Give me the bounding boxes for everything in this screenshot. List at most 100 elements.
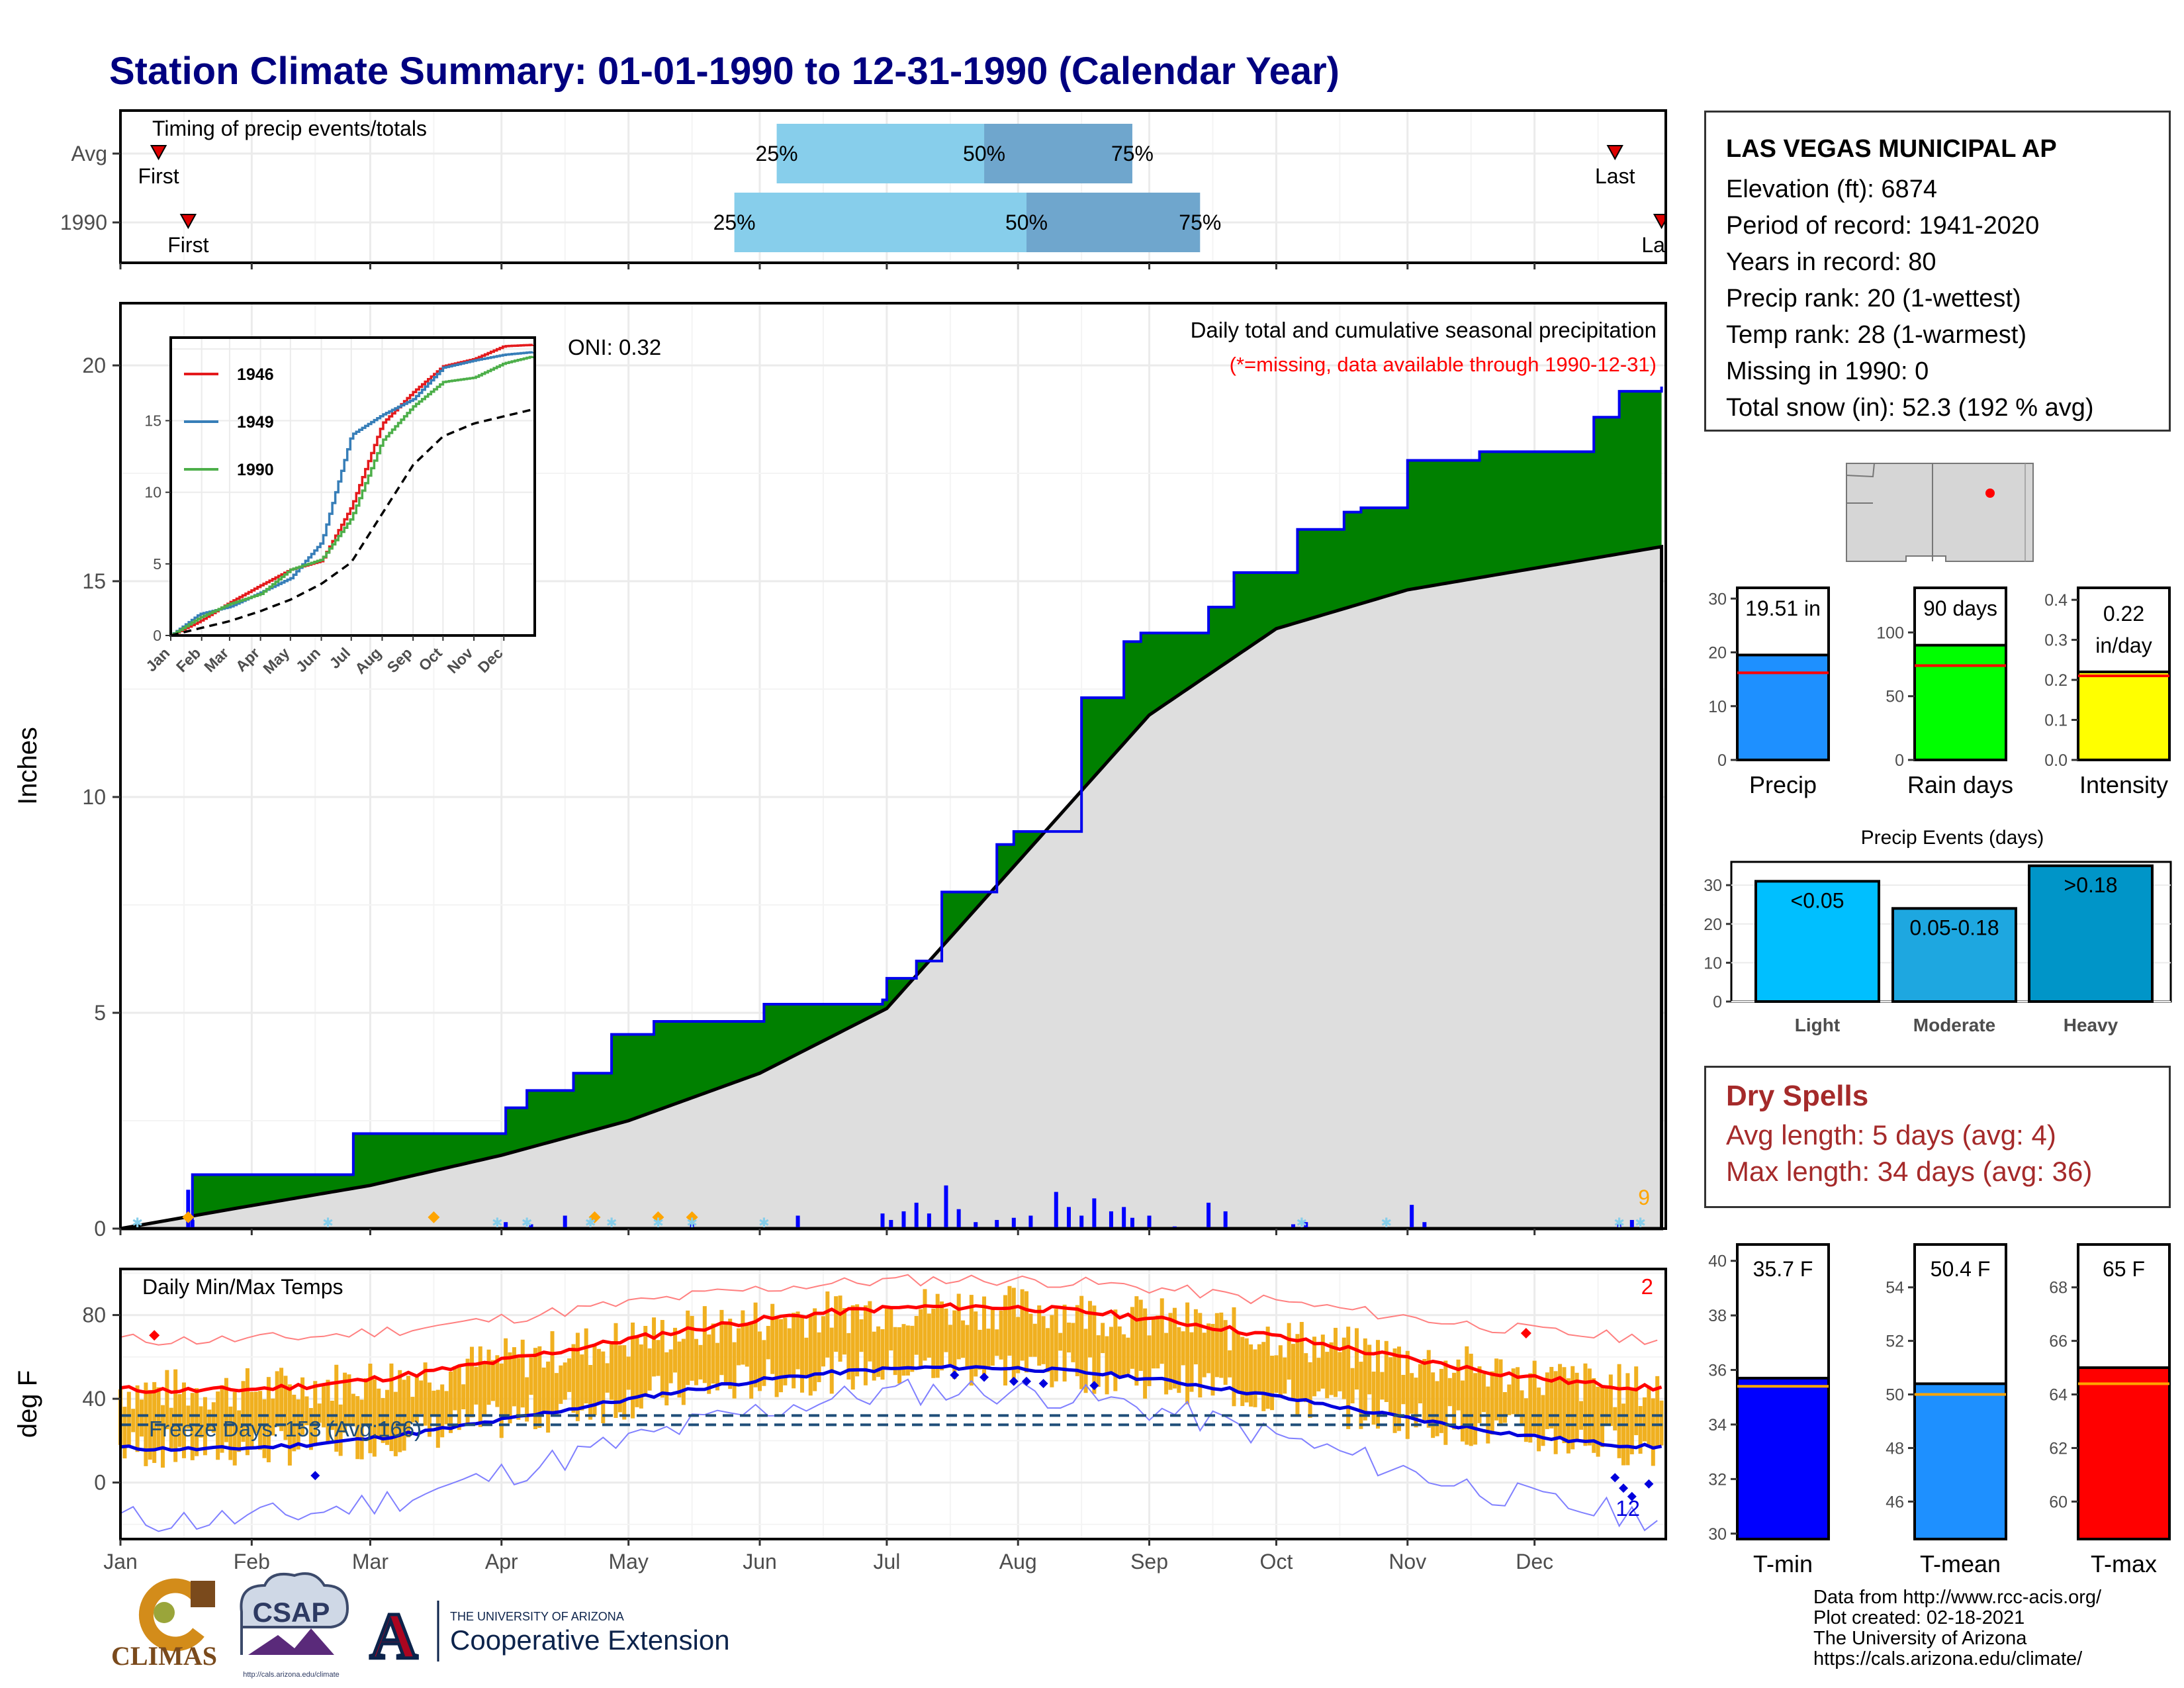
- daily-temp-bar: [1219, 1312, 1224, 1378]
- temp-summary-tick-label: 32: [1708, 1470, 1727, 1489]
- daily-temp-bar: [1291, 1344, 1296, 1399]
- daily-temp-bar: [1647, 1385, 1651, 1448]
- csap-text: CSAP: [253, 1597, 330, 1628]
- daily-temp-bar: [1138, 1299, 1143, 1371]
- daily-temp-bar: [414, 1376, 419, 1423]
- daily-temp-bar: [444, 1391, 449, 1425]
- record-high-count: 2: [1641, 1274, 1653, 1299]
- record-low-marker: [310, 1471, 320, 1481]
- daily-temp-bar: [1007, 1286, 1012, 1356]
- temp-summary-tick-label: 66: [2049, 1333, 2068, 1351]
- daily-temp-bar: [859, 1319, 864, 1352]
- daily-temp-bar: [944, 1308, 948, 1352]
- daily-temp-bar: [770, 1303, 775, 1374]
- daily-temp-bar: [690, 1315, 694, 1381]
- daily-temp-bar: [156, 1387, 161, 1450]
- daily-temp-bar: [1101, 1323, 1105, 1354]
- daily-temp-bar: [825, 1291, 830, 1358]
- daily-temp-bar: [435, 1389, 440, 1448]
- precip-frame: [119, 302, 1667, 1230]
- daily-temp-bar: [1494, 1358, 1499, 1421]
- daily-temp-bar: [1270, 1356, 1275, 1411]
- daily-temp-bar: [1422, 1358, 1427, 1421]
- daily-temp-bar: [567, 1358, 572, 1392]
- daily-temp-bar: [821, 1316, 825, 1367]
- temp-summary-label: T-min: [1753, 1550, 1813, 1577]
- daily-temp-bar: [799, 1315, 804, 1393]
- page-title: Station Climate Summary: 01-01-1990 to 1…: [109, 50, 1340, 93]
- daily-temp-bar: [1431, 1372, 1435, 1438]
- daily-temp-bar: [389, 1363, 394, 1452]
- snow-marker: [686, 1211, 698, 1223]
- daily-temp-bar: [1283, 1357, 1287, 1394]
- precip-event-inner-label: >0.18: [2064, 873, 2118, 897]
- inset-series-line: [171, 351, 534, 637]
- temp-frame: [119, 1268, 1667, 1540]
- station-missing: Missing in 1990: 0: [1726, 357, 1929, 385]
- daily-temp-bar: [1355, 1328, 1359, 1390]
- daily-temp-bar: [186, 1405, 191, 1429]
- temp-summary-bars: 30 32 34 36 38 40 35.7 F T-min 46 48 50 52 54 50.4 F T…: [1708, 1243, 2171, 1577]
- record-low-marker: [950, 1370, 960, 1380]
- ua-letter: A: [370, 1599, 418, 1673]
- timing-p25-label: 25%: [713, 211, 756, 234]
- snowflake-marker: ✱: [1381, 1216, 1392, 1231]
- daily-temp-bar: [220, 1385, 224, 1453]
- daily-temp-bar: [338, 1404, 343, 1456]
- daily-temp-bar: [1109, 1327, 1113, 1372]
- daily-temp-bar: [757, 1331, 762, 1391]
- station-name: LAS VEGAS MUNICIPAL AP: [1726, 135, 2057, 163]
- daily-temp-bar: [195, 1388, 199, 1456]
- daily-precip-bar: [944, 1185, 948, 1229]
- daily-temp-bar: [1325, 1352, 1330, 1399]
- daily-temp-bar: [1545, 1372, 1549, 1429]
- daily-temp-bar: [152, 1382, 157, 1464]
- daily-temp-bar: [715, 1342, 720, 1391]
- climas-text: CLIMAS: [111, 1641, 217, 1671]
- summary-tick-label: 50: [1886, 688, 1904, 706]
- daily-temp-bar: [652, 1317, 657, 1377]
- daily-temp-bar: [351, 1393, 355, 1427]
- precip-y-tick-label: 15: [82, 569, 106, 593]
- daily-temp-bar: [423, 1362, 428, 1426]
- daily-temp-bar: [711, 1323, 715, 1384]
- snowflake-marker: ✱: [606, 1216, 617, 1231]
- daily-temp-bar: [453, 1366, 457, 1411]
- daily-temp-bar: [728, 1319, 733, 1389]
- inset-lines: [170, 344, 534, 637]
- daily-precip-bar: [1092, 1198, 1097, 1229]
- daily-temp-bar: [1388, 1357, 1393, 1414]
- inset-y-tick-label: 15: [144, 412, 161, 429]
- precip-event-category: Heavy: [2064, 1015, 2118, 1035]
- daily-temp-bar: [626, 1356, 631, 1390]
- daily-temp-bar: [1511, 1368, 1516, 1415]
- daily-temp-bar: [1651, 1398, 1655, 1466]
- daily-temp-bar: [398, 1370, 402, 1452]
- precip-y-ticks: 0 5 10 15 20: [82, 353, 120, 1241]
- record-low-count: 12: [1615, 1496, 1640, 1521]
- inset-x-tick-label: Jul: [326, 644, 353, 672]
- summary-value-label: 0.22: [2103, 602, 2144, 626]
- footer-credits: Data from http://www.rcc-acis.org/ Plot …: [1813, 1587, 2102, 1669]
- station-years: Years in record: 80: [1726, 248, 1936, 276]
- daily-temp-bar: [1046, 1328, 1050, 1372]
- dry-spells-box: Dry Spells Avg length: 5 days (avg: 4) M…: [1704, 1066, 2171, 1208]
- daily-precip-bar: [1130, 1217, 1134, 1229]
- temp-summary-tick-label: 50: [1886, 1386, 1904, 1405]
- daily-temp-bar: [1202, 1333, 1206, 1378]
- daily-temp-bar: [393, 1391, 398, 1456]
- precip-event-bar: [2028, 864, 2154, 1003]
- csap-url: http://cals.arizona.edu/climate: [243, 1671, 340, 1679]
- timing-event-marker: [150, 145, 167, 161]
- daily-temp-bar: [1249, 1344, 1253, 1407]
- precip-x-ticks: [119, 1229, 1536, 1235]
- daily-temp-bar: [533, 1348, 537, 1429]
- daily-precip-bar: [995, 1219, 999, 1229]
- daily-temp-bar: [1384, 1340, 1388, 1403]
- daily-temp-bar: [1465, 1346, 1469, 1445]
- precip-y-axis-label: Inches: [13, 727, 42, 805]
- temp-summary-tick-label: 48: [1886, 1439, 1904, 1458]
- snowflake-marker: ✱: [653, 1216, 664, 1231]
- daily-temp-bar: [681, 1338, 686, 1405]
